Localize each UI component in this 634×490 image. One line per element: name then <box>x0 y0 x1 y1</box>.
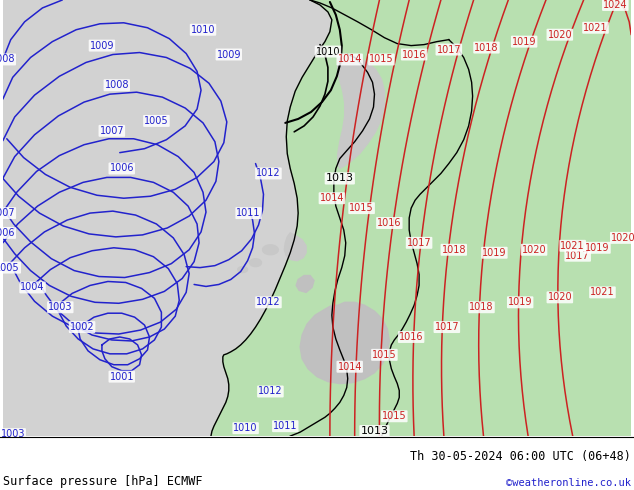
Text: 1016: 1016 <box>377 218 401 228</box>
Text: 1007: 1007 <box>100 126 124 136</box>
Text: 1017: 1017 <box>436 45 461 54</box>
Text: 1019: 1019 <box>512 37 536 47</box>
Polygon shape <box>338 54 384 169</box>
Text: 1015: 1015 <box>372 350 397 360</box>
Text: 1020: 1020 <box>548 293 572 302</box>
Polygon shape <box>284 233 306 261</box>
Text: 1012: 1012 <box>256 169 281 178</box>
Text: 1010: 1010 <box>233 423 258 433</box>
Polygon shape <box>3 0 631 436</box>
Text: Surface pressure [hPa] ECMWF: Surface pressure [hPa] ECMWF <box>3 474 203 488</box>
Text: 1014: 1014 <box>337 54 362 65</box>
Text: 1013: 1013 <box>361 426 389 436</box>
Text: 1006: 1006 <box>0 228 15 238</box>
Polygon shape <box>250 259 261 267</box>
Text: 1011: 1011 <box>236 208 261 218</box>
Text: 1005: 1005 <box>0 263 20 272</box>
Text: 1019: 1019 <box>585 243 610 253</box>
Text: 1007: 1007 <box>0 208 15 218</box>
Text: 1003: 1003 <box>1 429 25 439</box>
Text: 1009: 1009 <box>217 49 241 59</box>
Text: 1009: 1009 <box>89 41 114 50</box>
Text: 1015: 1015 <box>349 203 374 213</box>
Text: 1018: 1018 <box>474 43 499 52</box>
Text: 1021: 1021 <box>583 23 608 33</box>
Text: 1017: 1017 <box>434 322 459 332</box>
Text: 1014: 1014 <box>337 362 362 372</box>
Text: 1013: 1013 <box>326 173 354 183</box>
Text: 1021: 1021 <box>560 241 585 251</box>
Text: 1008: 1008 <box>0 54 15 65</box>
Polygon shape <box>300 302 389 384</box>
Text: ©weatheronline.co.uk: ©weatheronline.co.uk <box>506 478 631 488</box>
Text: 1005: 1005 <box>144 116 169 126</box>
Text: 1002: 1002 <box>70 322 94 332</box>
Text: 1012: 1012 <box>258 387 283 396</box>
Text: 1020: 1020 <box>522 245 547 255</box>
Text: 1006: 1006 <box>110 164 134 173</box>
Text: 1016: 1016 <box>399 332 424 342</box>
Text: 1011: 1011 <box>273 421 297 431</box>
Polygon shape <box>211 0 631 436</box>
Text: 1017: 1017 <box>407 238 431 248</box>
Text: 1018: 1018 <box>441 245 466 255</box>
Polygon shape <box>296 275 314 293</box>
Text: 1021: 1021 <box>590 288 615 297</box>
Text: 1020: 1020 <box>611 233 634 243</box>
Text: 1012: 1012 <box>256 297 281 307</box>
Text: 1015: 1015 <box>382 411 406 421</box>
Text: 1024: 1024 <box>603 0 628 10</box>
Text: 1010: 1010 <box>316 47 340 56</box>
Text: 1017: 1017 <box>566 251 590 261</box>
Text: 1016: 1016 <box>402 49 427 59</box>
Text: 1003: 1003 <box>48 302 72 312</box>
Text: Th 30-05-2024 06:00 UTC (06+48): Th 30-05-2024 06:00 UTC (06+48) <box>410 450 631 463</box>
Text: 1010: 1010 <box>191 24 216 35</box>
Polygon shape <box>238 267 248 272</box>
Text: 1008: 1008 <box>105 80 129 90</box>
Text: 1019: 1019 <box>508 297 533 307</box>
Text: 1019: 1019 <box>482 248 507 258</box>
Text: 1020: 1020 <box>548 30 572 40</box>
Text: 1015: 1015 <box>369 54 394 65</box>
Text: 1018: 1018 <box>469 302 494 312</box>
Text: 1001: 1001 <box>110 371 134 382</box>
Text: 1014: 1014 <box>320 193 344 203</box>
Text: 1004: 1004 <box>20 282 45 293</box>
Polygon shape <box>262 245 278 255</box>
